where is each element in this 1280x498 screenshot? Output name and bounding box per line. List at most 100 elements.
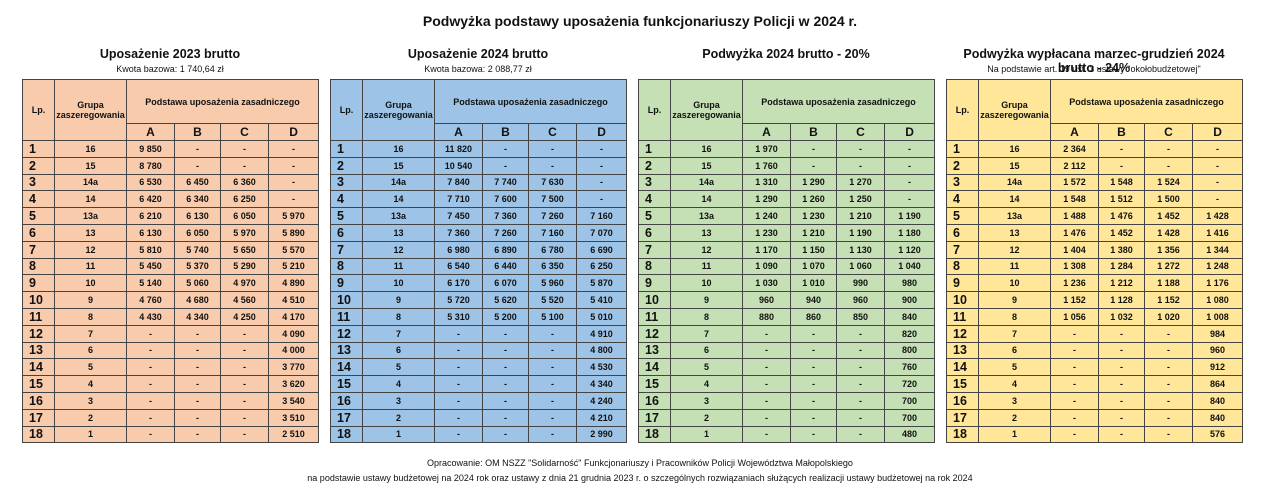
table-subtitle: Na podstawie art. 19 ust. 3 ustawy "okoł…	[987, 64, 1201, 74]
table-cell: 5 740	[174, 240, 221, 259]
header-cell: Podstawa uposażenia zasadniczego	[433, 79, 628, 124]
table-cell: 6 250	[220, 190, 269, 209]
table-row: 8 11 1 308 1 284 1 272 1 248	[946, 257, 1244, 276]
table-cell: -	[1144, 391, 1193, 410]
column-header: C	[836, 123, 885, 141]
table-title: Uposażenie 2024 brutto	[407, 47, 549, 61]
page-title: Podwyżka podstawy uposażenia funkcjonari…	[422, 13, 858, 29]
table-cell: -	[434, 324, 483, 343]
row-number: 18	[946, 425, 979, 444]
table: Lp. Grupa zaszeregowania Podstawa uposażen…	[638, 79, 936, 444]
table-cell: -	[1050, 358, 1099, 377]
table-cell: 5 650	[220, 240, 269, 259]
table-row: 7 12 1 170 1 150 1 130 1 120	[638, 240, 936, 259]
table-cell: 5 100	[528, 307, 577, 326]
table-cell: -	[742, 408, 791, 427]
header-cell: Lp.	[22, 79, 55, 141]
table-cell: 1	[54, 425, 127, 444]
header-cell: Podstawa uposażenia zasadniczego	[125, 79, 320, 124]
table-block: Uposażenie 2023 brutto Kwota bazowa: 1 74…	[22, 47, 320, 444]
table-row: 10 9 4 760 4 680 4 560 4 510	[22, 291, 320, 309]
table-cell: 5 570	[267, 240, 320, 259]
table-cell: -	[575, 190, 628, 209]
table-cell: 11 820	[434, 140, 483, 158]
row-number: 8	[330, 257, 363, 276]
table: Lp. Grupa zaszeregowania Podstawa uposażen…	[946, 79, 1244, 444]
footer-line: Opracowanie: OM NSZZ "Solidarność" Funkc…	[427, 458, 853, 468]
table-cell: 7 840	[434, 173, 483, 192]
table-cell: 1	[670, 425, 743, 444]
table-cell: 4 800	[575, 341, 628, 360]
table-cell: 4 170	[267, 307, 320, 326]
table-row: 2 15 2 112- - -	[946, 156, 1244, 175]
table-cell: -	[220, 341, 269, 360]
row-number: 9	[638, 274, 671, 293]
table-cell: -	[482, 341, 529, 360]
row-number: 15	[638, 375, 671, 393]
table-cell: -	[1098, 408, 1145, 427]
table-cell: -	[174, 324, 221, 343]
table-cell: 1 344	[1191, 240, 1244, 259]
table-row: 18 1- - -576	[946, 425, 1244, 444]
table-row: 10 9 960 940 960 900	[638, 291, 936, 309]
table-cell: 2	[670, 408, 743, 427]
table-cell: 1 500	[1144, 190, 1193, 209]
header-row: Lp. Grupa zaszeregowania Podstawa uposażen…	[638, 79, 936, 141]
table-cell: 1 176	[1191, 274, 1244, 293]
table-cell: -	[1098, 156, 1145, 175]
table-cell: -	[742, 358, 791, 377]
table-cell: 864	[1191, 375, 1244, 393]
table-cell: 6	[670, 341, 743, 360]
table-row: 9 10 6 170 6 070 5 960 5 870	[330, 274, 628, 293]
table-subtitle: Kwota bazowa: 1 740,64 zł	[116, 64, 224, 74]
column-header: B	[482, 123, 529, 141]
table-cell: -	[528, 324, 577, 343]
row-number: 15	[946, 375, 979, 393]
table-cell: 2 364	[1050, 140, 1099, 158]
row-number: 18	[638, 425, 671, 444]
column-header: C	[528, 123, 577, 141]
table-cell: -	[434, 408, 483, 427]
table-cell: -	[528, 408, 577, 427]
row-number: 8	[22, 257, 55, 276]
table-row: 15 4- - -3 620	[22, 375, 320, 393]
table-cell: 1 452	[1098, 223, 1145, 242]
table-cell: -	[267, 140, 320, 158]
table-cell: -	[790, 341, 837, 360]
table-cell: -	[836, 358, 885, 377]
table-cell: -	[883, 156, 936, 175]
table-cell: 820	[883, 324, 936, 343]
table-cell: -	[1050, 341, 1099, 360]
table-cell: 12	[670, 240, 743, 259]
table-cell: 6	[978, 341, 1051, 360]
table-cell: -	[174, 156, 221, 175]
table-row: 17 2- - -700	[638, 408, 936, 427]
row-number: 13	[22, 341, 55, 360]
header-cell: Grupa zaszeregowania	[54, 79, 127, 141]
table-cell: 2	[362, 408, 435, 427]
table-cell: 1 476	[1050, 223, 1099, 242]
table-cell: 4	[670, 375, 743, 393]
table-cell: -	[126, 358, 175, 377]
table-row: 16 3- - -840	[946, 391, 1244, 410]
table-row: 14 5- - -4 530	[330, 358, 628, 377]
table-cell: -	[742, 341, 791, 360]
table-cell: 1 476	[1098, 207, 1145, 225]
table-cell: 840	[1191, 408, 1244, 427]
table-cell: -	[1144, 341, 1193, 360]
table-cell: 9	[978, 291, 1051, 309]
table-cell: 1 120	[883, 240, 936, 259]
table-cell: -	[883, 173, 936, 192]
table-cell: 1 188	[1144, 274, 1193, 293]
table-row: 1 16 9 850- - -	[22, 140, 320, 158]
table-cell: -	[220, 156, 269, 175]
table-cell: -	[790, 391, 837, 410]
table-row: 2 15 10 540- - -	[330, 156, 628, 175]
table-cell: 1 060	[836, 257, 885, 276]
column-header: D	[575, 123, 628, 141]
table-cell: -	[1144, 425, 1193, 444]
table-cell: 1 248	[1191, 257, 1244, 276]
table-cell: -	[742, 324, 791, 343]
table-cell: 1 250	[836, 190, 885, 209]
header-row: Lp. Grupa zaszeregowania Podstawa uposażen…	[22, 79, 320, 141]
